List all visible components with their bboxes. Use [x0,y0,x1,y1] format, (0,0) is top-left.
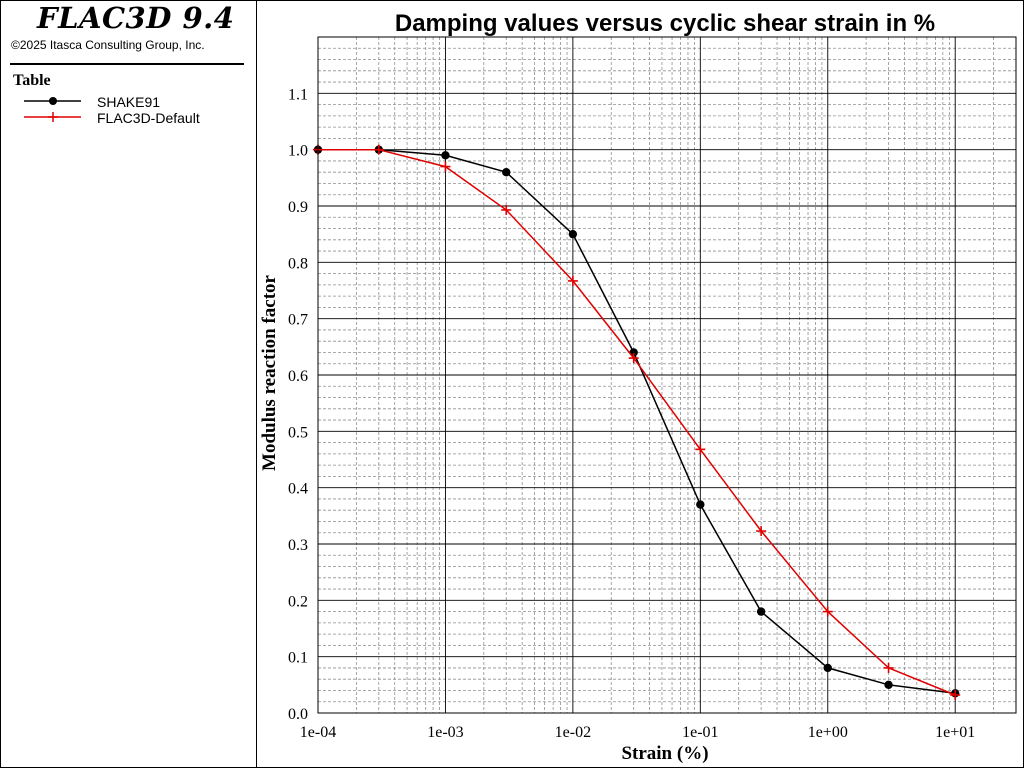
y-tick-label: 1.1 [288,86,308,103]
chart-title: Damping values versus cyclic shear strai… [395,10,935,37]
legend-swatch-shake91 [24,97,81,105]
app-title: FLAC3D 9.4 [37,1,235,35]
data-point [883,662,894,673]
x-tick-label: 1e-04 [300,724,336,741]
y-tick-label: 0.8 [288,255,308,272]
y-tick-label: 0.7 [288,312,308,329]
plot-area-frame [317,36,1017,714]
data-point [567,275,578,286]
y-tick-label: 0.0 [288,706,308,723]
x-axis-label: Strain (%) [621,743,708,764]
data-point [440,161,451,172]
y-tick-label: 0.4 [288,481,308,498]
panel-divider [256,0,257,768]
legend-item-shake91[interactable]: SHAKE91 [23,94,248,110]
data-point [696,500,705,509]
legend-label-flac3d-default: FLAC3D-Default [97,110,200,126]
data-point [756,526,767,537]
legend-item-flac3d-default[interactable]: FLAC3D-Default [23,110,248,126]
major-grid [317,37,1016,714]
legend-swatch-flac3d-default [24,112,81,122]
series-flac3d-default [313,144,961,700]
copyright-text: ©2025 Itasca Consulting Group, Inc. [11,38,205,52]
data-point [823,663,832,673]
y-tick-label: 0.6 [288,368,308,385]
data-point [628,353,639,364]
data-point [695,444,706,455]
y-tick-label: 0.2 [288,593,308,610]
series-shake91 [313,145,960,698]
x-tick-label: 1e-02 [555,724,591,741]
data-point [441,151,450,160]
data-point [502,168,511,177]
legend-title: Table [13,72,51,89]
y-tick-label: 0.5 [288,424,308,441]
x-tick-label: 1e-03 [427,724,463,741]
x-tick-label: 1e+01 [935,724,975,741]
y-tick-label: 0.1 [288,650,308,667]
legend-label-shake91: SHAKE91 [97,94,161,110]
data-point [950,689,961,700]
data-point [501,204,512,215]
y-tick-label: 1.0 [288,143,308,160]
data-point [884,680,893,690]
tick-labels: 1e-04 1e-03 1e-02 1e-01 1e+00 1e+01 0.0 0.1 0.2 0… [288,86,975,741]
data-point [373,144,384,155]
series-layer [313,144,961,700]
x-tick-label: 1e-01 [682,724,718,741]
x-tick-label: 1e+00 [808,724,848,741]
y-axis-label: Modulus reaction factor [259,274,280,471]
data-point [822,606,833,617]
y-tick-label: 0.3 [288,537,308,554]
y-tick-label: 0.9 [288,199,308,216]
series-line [318,148,956,696]
header-divider [10,63,244,65]
data-point [568,229,578,239]
data-point [756,607,766,616]
